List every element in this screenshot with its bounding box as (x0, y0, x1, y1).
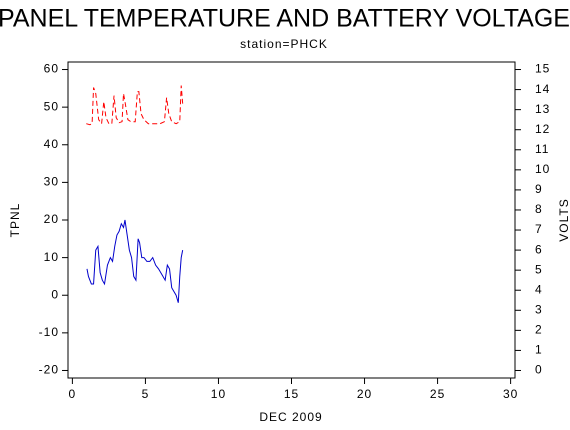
x-tick-label: 0 (69, 387, 77, 401)
y2-tick-label: 10 (535, 162, 550, 176)
chart-subtitle: station=PHCK (240, 37, 328, 51)
y-tick-label: 60 (44, 62, 59, 76)
y2-tick-label: 5 (535, 262, 543, 276)
y-tick-label: 0 (51, 287, 59, 301)
y2-tick-label: 13 (535, 102, 550, 116)
y2-axis-label: VOLTS (557, 198, 570, 241)
x-tick-label: 20 (357, 387, 372, 401)
y-tick-label: 20 (44, 212, 59, 226)
y-axis-label: TPNL (8, 203, 22, 238)
x-tick-label: 10 (211, 387, 226, 401)
y-tick-label: 10 (44, 250, 59, 264)
y2-tick-label: 8 (535, 202, 543, 216)
y2-tick-label: 9 (535, 182, 543, 196)
y2-tick-label: 12 (535, 122, 550, 136)
series-line (86, 219, 184, 303)
y2-tick-label: 7 (535, 222, 543, 236)
y-tick-label: 50 (44, 99, 59, 113)
y2-tick-label: 4 (535, 282, 543, 296)
y2-tick-label: 11 (535, 142, 549, 156)
y2-tick-label: 14 (535, 82, 550, 96)
y-tick-label: -20 (39, 363, 59, 377)
x-tick-label: 30 (503, 387, 518, 401)
series-line (86, 85, 184, 126)
y2-tick-label: 6 (535, 242, 543, 256)
y2-tick-label: 2 (535, 323, 543, 337)
chart-title: PANEL TEMPERATURE AND BATTERY VOLTAGE (0, 5, 570, 33)
plot-frame (67, 61, 516, 379)
x-tick-label: 15 (284, 387, 299, 401)
x-axis-label: DEC 2009 (259, 410, 322, 424)
x-tick-label: 5 (142, 387, 150, 401)
y2-tick-label: 15 (535, 62, 550, 76)
y2-tick-label: 1 (535, 343, 543, 357)
y-tick-label: -10 (39, 325, 59, 339)
x-tick-label: 25 (430, 387, 445, 401)
y2-tick-label: 3 (535, 302, 543, 316)
y2-tick-label: 0 (535, 363, 543, 377)
y-tick-label: 30 (44, 175, 59, 189)
y-tick-label: 40 (44, 137, 59, 151)
